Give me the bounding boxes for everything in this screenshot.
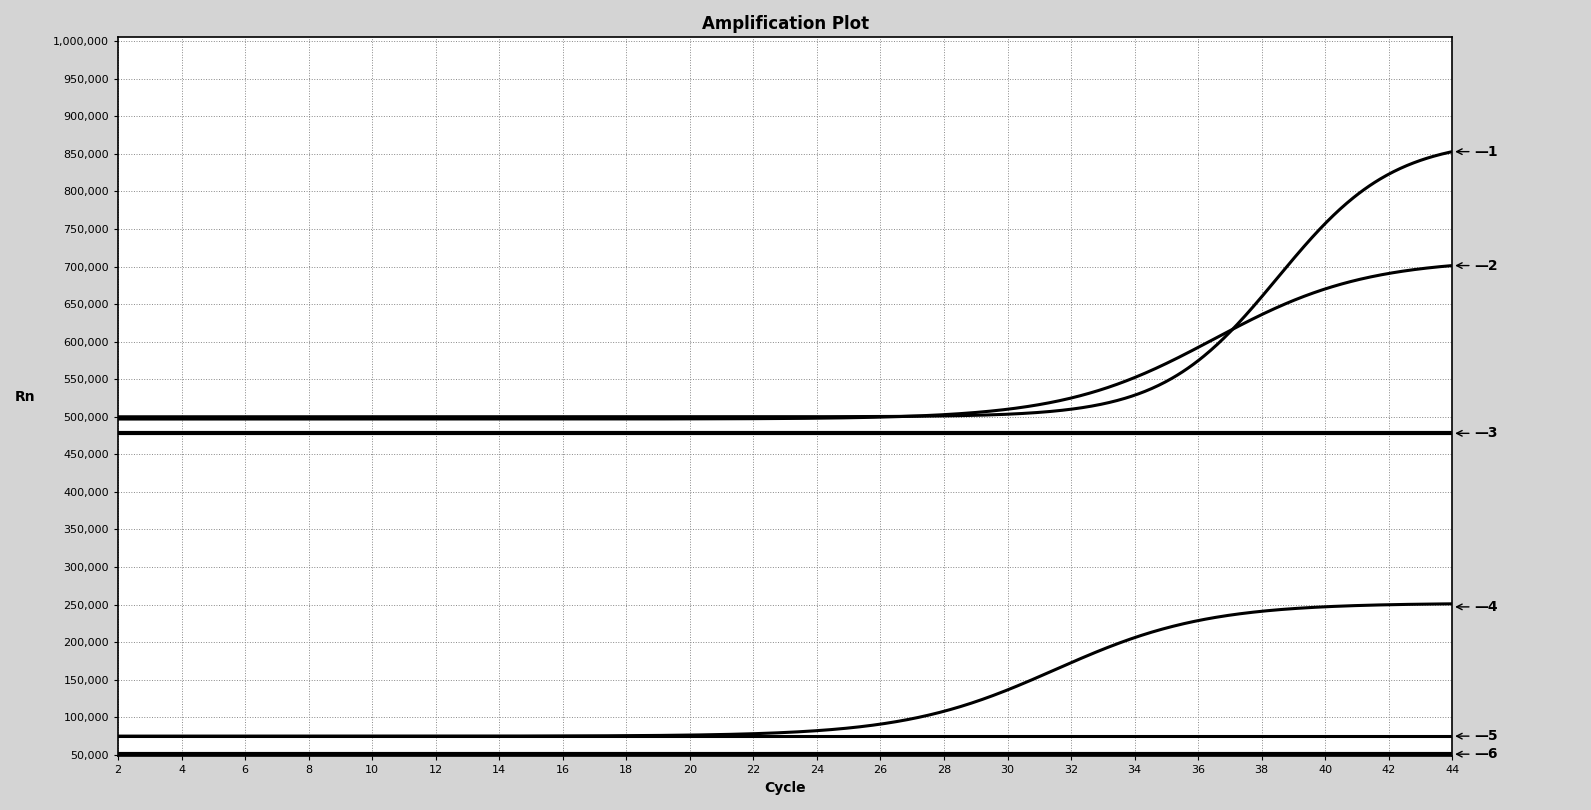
Y-axis label: Rn: Rn xyxy=(14,390,35,404)
Title: Amplification Plot: Amplification Plot xyxy=(702,15,869,33)
Text: —3: —3 xyxy=(1457,426,1499,441)
Text: —2: —2 xyxy=(1457,258,1499,273)
X-axis label: Cycle: Cycle xyxy=(764,781,807,795)
Text: —6: —6 xyxy=(1457,747,1499,761)
Text: —4: —4 xyxy=(1457,600,1499,614)
Text: —1: —1 xyxy=(1457,145,1499,159)
Text: —5: —5 xyxy=(1457,729,1499,743)
